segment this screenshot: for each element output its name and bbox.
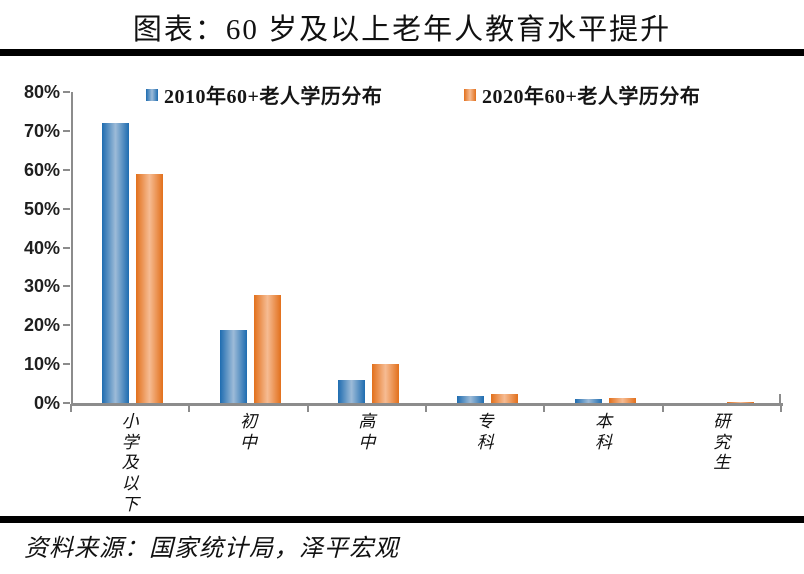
bar-group-5 xyxy=(546,92,664,403)
plot-area xyxy=(71,92,783,406)
y-tick-mark xyxy=(63,168,70,171)
bar-group-1 xyxy=(73,92,191,403)
bar-group-3 xyxy=(310,92,428,403)
legend-item-2020: 2020年60+老人学历分布 xyxy=(464,80,700,109)
y-tick-mark xyxy=(63,285,70,288)
bar-2010-初中 xyxy=(219,329,247,403)
legend-swatch-2010 xyxy=(146,88,158,101)
bar-2020-小学及以下 xyxy=(135,174,163,403)
y-tick-label: 10% xyxy=(23,354,60,375)
axis-end-tick xyxy=(779,394,781,403)
bottom-divider xyxy=(0,516,804,523)
y-tick-label: 20% xyxy=(23,315,60,336)
bar-2010-本科 xyxy=(574,398,602,403)
y-tick-label: 50% xyxy=(23,198,60,219)
x-category-label: 小学及以下 xyxy=(121,412,139,514)
x-tick-mark xyxy=(70,404,72,412)
bar-group-2 xyxy=(191,92,309,403)
bar-2020-初中 xyxy=(253,295,281,403)
bar-group-6 xyxy=(665,92,783,403)
x-category-label: 研究生 xyxy=(713,412,731,473)
x-tick-mark xyxy=(425,404,427,412)
source-note: 资料来源：国家统计局，泽平宏观 xyxy=(24,536,399,562)
bar-2010-小学及以下 xyxy=(101,122,129,403)
y-tick-label: 60% xyxy=(23,159,60,180)
x-tick-mark xyxy=(780,404,782,412)
bar-groups xyxy=(73,92,783,403)
y-tick-label: 80% xyxy=(23,82,60,102)
top-divider xyxy=(0,49,804,56)
y-tick-label: 30% xyxy=(23,276,60,297)
x-category-label: 本科 xyxy=(594,412,612,452)
y-tick-mark xyxy=(63,207,70,210)
chart-title: 图表：60 岁及以上老年人教育水平提升 xyxy=(132,14,672,46)
x-tick-mark xyxy=(661,404,664,412)
bar-2020-高中 xyxy=(372,364,400,403)
x-category-label: 高中 xyxy=(358,412,376,452)
x-category-label: 初中 xyxy=(239,412,257,452)
bar-2020-研究生 xyxy=(727,402,755,403)
bar-2010-专科 xyxy=(456,395,484,403)
bar-group-4 xyxy=(428,92,546,403)
bar-2020-专科 xyxy=(490,393,518,403)
x-category-label: 专科 xyxy=(476,412,494,452)
y-tick-label: 0% xyxy=(33,393,60,413)
y-tick-mark xyxy=(63,91,70,93)
y-tick-mark xyxy=(63,324,70,327)
x-tick-mark xyxy=(306,404,309,412)
legend-label-2010: 2010年60+老人学历分布 xyxy=(164,86,383,108)
x-axis-labels: 小学及以下 初中 高中 专科 本科 研究生 xyxy=(71,412,781,516)
y-tick-mark xyxy=(63,129,70,132)
y-tick-mark xyxy=(63,246,70,249)
x-tick-mark xyxy=(188,404,191,412)
x-tick-mark xyxy=(543,404,546,412)
y-tick-label: 70% xyxy=(23,120,60,141)
bar-2020-本科 xyxy=(608,398,636,403)
y-tick-mark xyxy=(63,402,70,404)
legend-label-2020: 2020年60+老人学历分布 xyxy=(482,86,701,108)
bar-2010-高中 xyxy=(338,380,366,403)
legend-item-2010: 2010年60+老人学历分布 xyxy=(146,80,382,109)
y-tick-label: 40% xyxy=(23,237,60,258)
legend-swatch-2020 xyxy=(464,88,476,101)
y-tick-mark xyxy=(63,363,70,366)
